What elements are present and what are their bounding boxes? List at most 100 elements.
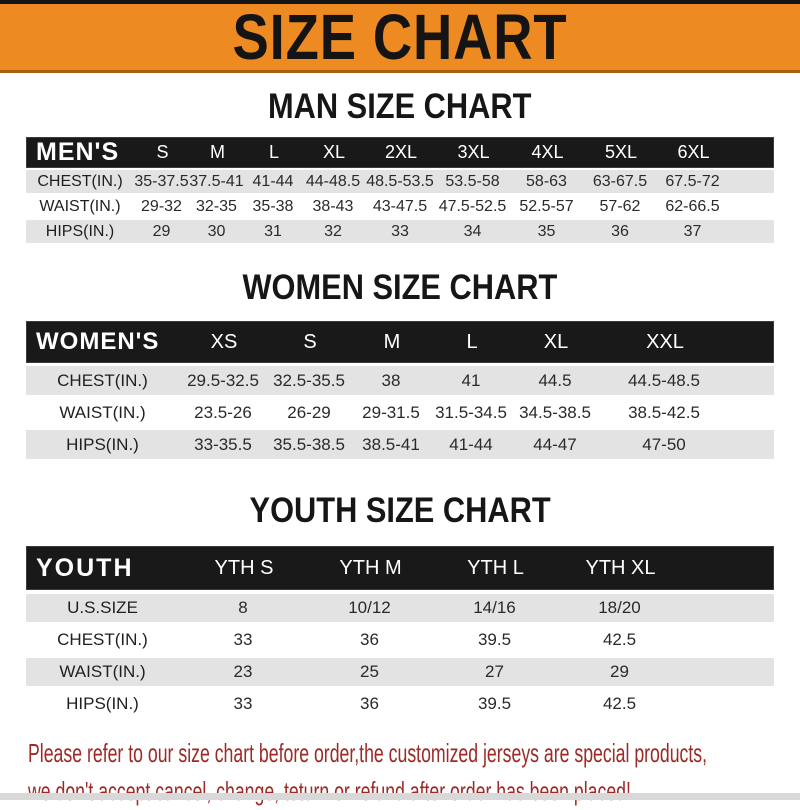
- table-cell: 42.5: [602, 694, 637, 713]
- men-col-header: 6XL: [677, 142, 710, 162]
- men-chest-row: CHEST(IN.) 35-37.5 37.5-41 41-44 44-48.5…: [26, 170, 774, 193]
- women-table-corner-label: WOMEN'S: [36, 328, 160, 355]
- men-col-header: 3XL: [457, 142, 490, 162]
- men-col-header: S: [156, 142, 169, 162]
- table-cell: 38-43: [312, 197, 354, 215]
- table-cell: 48.5-53.5: [366, 172, 434, 190]
- youth-table-corner-label: YOUTH: [36, 553, 134, 582]
- table-cell: 39.5: [477, 694, 512, 713]
- women-waist-row: WAIST(IN.) 23.5-26 26-29 29-31.5 31.5-34…: [26, 398, 774, 427]
- table-cell: 32.5-35.5: [273, 370, 345, 390]
- table-cell: 29-31.5: [362, 402, 420, 422]
- youth-size-table: YOUTH YTH S YTH M YTH L YTH XL U.S.SIZE …: [26, 546, 774, 718]
- women-col-header: XXL: [646, 330, 684, 353]
- row-label: U.S.SIZE: [67, 598, 138, 617]
- table-cell: 58-63: [526, 172, 567, 190]
- table-cell: 41-44: [449, 434, 493, 454]
- table-cell: 38.5-41: [362, 434, 420, 454]
- youth-ussize-row: U.S.SIZE 8 10/12 14/16 18/20: [26, 594, 774, 622]
- table-cell: 10/12: [348, 598, 391, 617]
- women-col-header: M: [383, 330, 401, 353]
- table-cell: 27: [485, 662, 504, 681]
- row-label: CHEST(IN.): [57, 370, 148, 390]
- table-cell: 29: [610, 662, 629, 681]
- table-cell: 14/16: [473, 598, 516, 617]
- disclaimer: Please refer to our size chart before or…: [0, 718, 800, 810]
- table-cell: 67.5-72: [665, 172, 720, 190]
- table-cell: 35: [537, 222, 556, 240]
- men-hips-row: HIPS(IN.) 29 30 31 32 33 34 35 36 37: [26, 220, 774, 243]
- table-cell: 62-66.5: [665, 197, 720, 215]
- disclaimer-line-1: Please refer to our size chart before or…: [28, 738, 708, 768]
- table-cell: 37: [683, 222, 702, 240]
- men-col-header: XL: [322, 142, 346, 162]
- youth-section-title: YOUTH SIZE CHART: [0, 459, 800, 546]
- table-cell: 33: [391, 222, 409, 240]
- table-cell: 23.5-26: [194, 402, 252, 422]
- table-cell: 44.5: [538, 370, 572, 390]
- table-cell: 34: [463, 222, 482, 240]
- table-cell: 8: [238, 598, 248, 617]
- table-cell: 38: [381, 370, 401, 390]
- women-col-header: XS: [210, 330, 238, 353]
- row-label: CHEST(IN.): [57, 630, 148, 649]
- row-label: HIPS(IN.): [66, 694, 139, 713]
- row-label: WAIST(IN.): [59, 662, 146, 681]
- man-section-title: MAN SIZE CHART: [0, 73, 800, 137]
- table-cell: 44-47: [533, 434, 577, 454]
- table-cell: 29-32: [141, 197, 182, 215]
- men-col-header: 5XL: [604, 142, 638, 162]
- table-cell: 39.5: [477, 630, 512, 649]
- youth-col-header: YTH L: [467, 556, 524, 579]
- youth-col-header: YTH M: [339, 556, 402, 579]
- table-cell: 36: [360, 630, 379, 649]
- row-label: WAIST(IN.): [59, 402, 146, 422]
- youth-waist-row: WAIST(IN.) 23 25 27 29: [26, 658, 774, 686]
- row-label: WAIST(IN.): [39, 197, 121, 215]
- men-table-corner-label: MEN'S: [36, 138, 120, 166]
- banner: SIZE CHART: [0, 0, 800, 73]
- men-col-header: L: [268, 142, 279, 162]
- table-cell: 44-48.5: [305, 172, 361, 190]
- table-cell: 18/20: [598, 598, 641, 617]
- bottom-strip: [0, 793, 800, 800]
- table-cell: 41-44: [252, 172, 294, 190]
- row-label: HIPS(IN.): [45, 222, 115, 240]
- women-section-title: WOMEN SIZE CHART: [0, 243, 800, 321]
- women-col-header: L: [466, 330, 478, 353]
- table-cell: 32-35: [196, 197, 237, 215]
- table-cell: 32: [324, 222, 342, 240]
- table-cell: 42.5: [602, 630, 637, 649]
- table-cell: 35-38: [252, 197, 294, 215]
- table-cell: 44.5-48.5: [628, 370, 700, 390]
- youth-chest-row: CHEST(IN.) 33 36 39.5 42.5: [26, 626, 774, 654]
- table-cell: 63-67.5: [592, 172, 648, 190]
- table-cell: 29.5-32.5: [187, 370, 259, 390]
- women-table-header-row: WOMEN'S XS S M L XL XXL: [26, 321, 774, 363]
- table-cell: 57-62: [599, 197, 641, 215]
- women-size-table: WOMEN'S XS S M L XL XXL CHEST(IN.) 29.5-…: [26, 321, 774, 459]
- youth-col-header: YTH S: [214, 556, 274, 579]
- table-cell: 53.5-58: [445, 172, 500, 190]
- women-section-title-text: WOMEN SIZE CHART: [242, 268, 558, 307]
- men-col-header: M: [210, 142, 225, 162]
- men-size-table: MEN'S S M L XL 2XL 3XL 4XL 5XL 6XL CHEST…: [26, 137, 774, 243]
- table-cell: 52.5-57: [519, 197, 574, 215]
- table-cell: 25: [360, 662, 379, 681]
- table-cell: 38.5-42.5: [628, 402, 700, 422]
- table-cell: 34.5-38.5: [519, 402, 591, 422]
- women-col-header: S: [303, 330, 317, 353]
- table-cell: 36: [360, 694, 379, 713]
- men-table-header-row: MEN'S S M L XL 2XL 3XL 4XL 5XL 6XL: [26, 137, 774, 168]
- women-hips-row: HIPS(IN.) 33-35.5 35.5-38.5 38.5-41 41-4…: [26, 430, 774, 459]
- table-cell: 26-29: [287, 402, 331, 422]
- table-cell: 33: [233, 694, 253, 713]
- table-cell: 37.5-41: [189, 172, 244, 190]
- disclaimer-line-2: we don't accept cancel, change, teturn o…: [28, 776, 631, 806]
- table-cell: 41: [461, 370, 481, 390]
- table-cell: 47-50: [642, 434, 686, 454]
- youth-section-title-text: YOUTH SIZE CHART: [249, 491, 551, 530]
- table-cell: 23: [233, 662, 253, 681]
- table-cell: 33: [233, 630, 253, 649]
- men-waist-row: WAIST(IN.) 29-32 32-35 35-38 38-43 43-47…: [26, 195, 774, 218]
